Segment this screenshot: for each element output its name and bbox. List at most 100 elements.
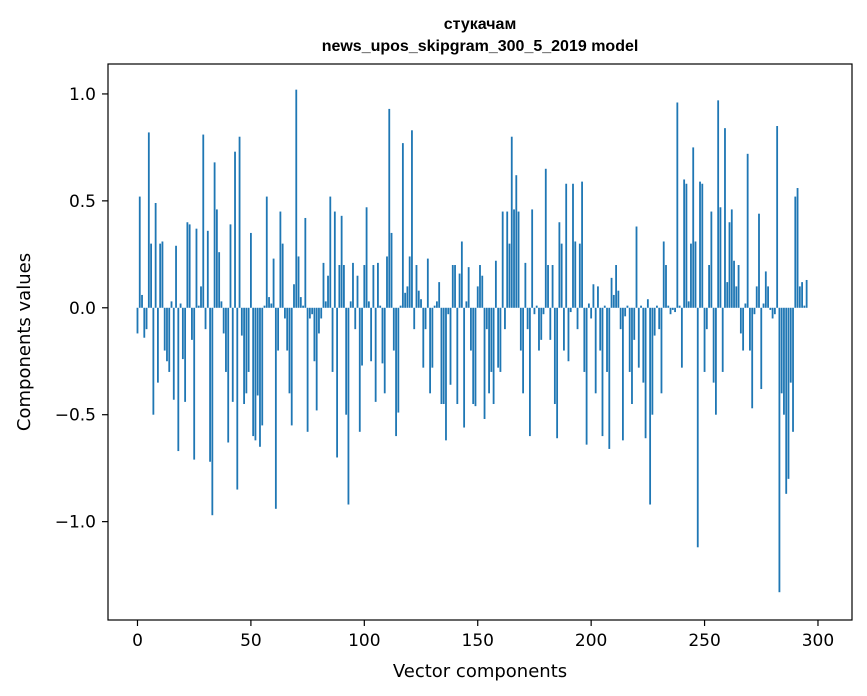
bar [254, 307, 257, 441]
bar [606, 307, 608, 372]
bar [408, 256, 411, 308]
bar [302, 305, 304, 308]
bar [746, 153, 749, 308]
bar [372, 265, 375, 308]
bar [490, 307, 493, 372]
bar [429, 307, 431, 394]
bar [787, 307, 790, 479]
x-axis-label: Vector components [393, 661, 567, 682]
bar [599, 307, 602, 351]
bar [660, 307, 663, 394]
bar [776, 126, 779, 308]
bar [789, 307, 792, 383]
bar [474, 307, 477, 407]
bar [637, 307, 640, 368]
bar [692, 147, 695, 308]
bar [225, 307, 227, 372]
bar [755, 286, 758, 308]
bar [411, 130, 413, 308]
bar [467, 267, 470, 308]
bar [656, 305, 658, 308]
bar [497, 307, 500, 368]
bar [306, 307, 309, 432]
bar [281, 243, 284, 308]
bar [485, 307, 488, 330]
bar [218, 252, 221, 308]
bar [508, 243, 511, 308]
bar [563, 307, 565, 351]
bar [288, 307, 291, 394]
bar [252, 307, 255, 437]
bar [585, 307, 588, 445]
bar [721, 307, 724, 372]
bar [374, 307, 377, 402]
bar [785, 307, 788, 494]
bar [690, 243, 692, 308]
bar [465, 301, 468, 308]
bar [290, 307, 293, 426]
bar [197, 305, 200, 308]
bar [739, 307, 742, 334]
bar [277, 307, 280, 351]
bar [540, 307, 543, 340]
bar [769, 307, 772, 310]
bar [764, 271, 767, 308]
bar [200, 286, 202, 308]
bar [737, 265, 740, 308]
bar [256, 307, 259, 396]
y-tick-label: 0.0 [69, 299, 96, 319]
bar [658, 307, 661, 330]
bar [587, 303, 590, 308]
bar [195, 228, 198, 308]
bar [805, 279, 808, 308]
x-tick-label: 250 [688, 631, 720, 651]
bar [581, 181, 583, 308]
bar [454, 265, 456, 308]
bar [683, 179, 686, 308]
bar [628, 307, 631, 372]
bar [184, 307, 187, 402]
bar [760, 307, 763, 390]
bar [392, 307, 395, 351]
bar [724, 128, 726, 308]
bar [324, 301, 327, 308]
bar [451, 265, 454, 308]
bar [268, 297, 270, 308]
bar [236, 307, 239, 490]
bar [594, 307, 597, 394]
bar [622, 307, 624, 441]
bar [343, 265, 345, 308]
bar [751, 307, 754, 409]
bar [340, 215, 343, 308]
bar [753, 307, 756, 315]
bar [247, 307, 250, 372]
x-tick-label: 200 [575, 631, 607, 651]
bar [538, 307, 540, 351]
bar [211, 307, 214, 516]
bar [386, 256, 388, 308]
bar [522, 307, 524, 394]
bar [279, 211, 282, 308]
bar [163, 307, 166, 351]
bar [152, 307, 155, 415]
bar [592, 284, 595, 308]
bar [649, 307, 652, 505]
bar [726, 282, 729, 308]
bar [166, 307, 168, 362]
bar [234, 151, 236, 308]
bar [286, 307, 289, 351]
bar [619, 307, 622, 330]
bar [413, 307, 416, 330]
chart-title-line-1: стукачам [444, 16, 517, 33]
bar [270, 303, 273, 308]
bar [717, 100, 720, 308]
bar [674, 307, 676, 313]
bar [667, 305, 670, 308]
bar [406, 286, 409, 308]
bar [209, 307, 211, 462]
bar [583, 307, 586, 372]
bar [240, 307, 243, 336]
bar [245, 307, 248, 394]
bar [265, 196, 268, 308]
